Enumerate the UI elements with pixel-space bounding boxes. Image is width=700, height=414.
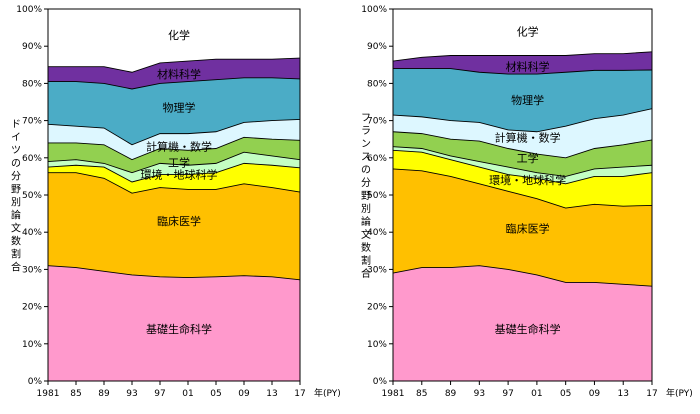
- area-物理学: [48, 77, 300, 145]
- area-label: 工学: [517, 151, 539, 165]
- y-tick-label: 30%: [22, 265, 42, 275]
- area-label: 臨床医学: [506, 221, 550, 235]
- x-tick-label: 93: [474, 389, 485, 399]
- area-label: 環境・地球科学: [489, 173, 566, 187]
- series-line: [392, 108, 653, 133]
- x-tick-label: 1981: [37, 389, 60, 399]
- series-line: [48, 57, 301, 73]
- series-line: [47, 162, 301, 183]
- y-tick-label: 100%: [361, 5, 387, 15]
- series-line: [48, 77, 301, 90]
- area-label: 臨床医学: [157, 214, 201, 228]
- y-tick-label: 60%: [22, 154, 42, 164]
- area-材料科学: [48, 58, 300, 89]
- series-line: [392, 265, 653, 287]
- y-axis-title: フランスの分野別論文数割合: [361, 113, 371, 280]
- x-tick-label: 13: [266, 389, 277, 399]
- area-label: 材料科学: [157, 67, 201, 81]
- x-tick-label: 13: [617, 389, 628, 399]
- series-line: [48, 136, 301, 161]
- area-label: 工学: [168, 155, 190, 169]
- x-axis-unit: 年(PY): [314, 387, 341, 399]
- area-化学: [393, 9, 652, 62]
- x-tick-label: 17: [646, 389, 657, 399]
- area-label: 化学: [168, 28, 190, 42]
- x-tick-label: 89: [98, 389, 110, 399]
- y-tick-label: 0%: [28, 377, 43, 387]
- series-line: [392, 168, 653, 209]
- y-tick-label: 30%: [367, 265, 387, 275]
- x-tick-label: 01: [531, 389, 542, 399]
- area-臨床医学: [393, 168, 652, 287]
- x-tick-label: 01: [182, 389, 193, 399]
- area-工学: [48, 152, 300, 182]
- series-line: [392, 51, 653, 62]
- x-tick-label: 1981: [382, 389, 405, 399]
- x-tick-label: 09: [238, 389, 250, 399]
- y-tick-label: 100%: [16, 5, 42, 15]
- x-tick-label: 85: [416, 389, 427, 399]
- area-unlabeled-field-5: [48, 119, 300, 160]
- x-tick-label: 89: [445, 389, 457, 399]
- area-工学: [393, 146, 652, 184]
- area-化学: [48, 9, 300, 73]
- y-tick-label: 80%: [22, 79, 42, 89]
- area-label: 計算機・数学: [146, 140, 212, 154]
- area-計算機・数学: [48, 137, 300, 173]
- series-line: [393, 68, 653, 75]
- y-tick-label: 20%: [367, 303, 387, 313]
- area-label: 基礎生命科学: [146, 322, 212, 336]
- area-label: 計算機・数学: [495, 130, 561, 144]
- area-label: 環境・地球科学: [141, 168, 218, 182]
- y-tick-label: 90%: [367, 42, 387, 52]
- y-tick-label: 50%: [367, 191, 387, 201]
- series-line: [392, 131, 653, 159]
- x-axis-unit: 年(PY): [666, 387, 693, 399]
- x-tick-label: 05: [560, 389, 571, 399]
- y-tick-label: 90%: [22, 42, 42, 52]
- y-tick-label: 80%: [367, 79, 387, 89]
- x-tick-label: 93: [126, 389, 137, 399]
- area-材料科学: [393, 51, 652, 75]
- y-tick-label: 20%: [22, 303, 42, 313]
- area-label: 化学: [517, 24, 539, 38]
- y-tick-label: 50%: [22, 191, 42, 201]
- area-臨床医学: [48, 172, 300, 280]
- y-tick-label: 70%: [22, 117, 42, 127]
- series-line: [47, 265, 301, 281]
- y-tick-label: 60%: [367, 154, 387, 164]
- series-line: [47, 119, 301, 146]
- area-基礎生命科学: [393, 265, 652, 381]
- area-環境・地球科学: [393, 150, 652, 209]
- series-line: [392, 149, 653, 185]
- x-tick-label: 05: [210, 389, 221, 399]
- x-tick-label: 85: [70, 389, 81, 399]
- area-label: 材料科学: [506, 60, 550, 74]
- x-tick-label: 97: [154, 389, 165, 399]
- y-tick-label: 10%: [22, 340, 42, 350]
- area-label: 物理学: [511, 93, 544, 107]
- y-tick-label: 40%: [367, 228, 387, 238]
- series-line: [48, 172, 301, 194]
- series-line: [392, 146, 653, 177]
- area-基礎生命科学: [48, 265, 300, 381]
- chart-germany: 0% 10% 20% 30% 40% 50% 60% 70% 80% 90% 100% 1981 85 8…: [11, 5, 341, 399]
- y-axis-title: ドイツの分野別論文数割合: [11, 120, 21, 274]
- y-tick-label: 10%: [367, 340, 387, 350]
- area-label: 物理学: [163, 101, 196, 115]
- y-tick-label: 40%: [22, 228, 42, 238]
- area-計算機・数学: [393, 131, 652, 177]
- x-tick-label: 97: [502, 389, 513, 399]
- area-物理学: [393, 68, 652, 132]
- x-tick-label: 09: [589, 389, 601, 399]
- y-tick-label: 0%: [373, 377, 388, 387]
- series-line: [47, 151, 301, 174]
- x-tick-label: 17: [294, 389, 305, 399]
- area-label: 基礎生命科学: [495, 322, 561, 336]
- chart-france: 0% 10% 20% 30% 40% 50% 60% 70% 80% 90% 100% 1981 85 8…: [361, 5, 693, 399]
- y-tick-label: 70%: [367, 117, 387, 127]
